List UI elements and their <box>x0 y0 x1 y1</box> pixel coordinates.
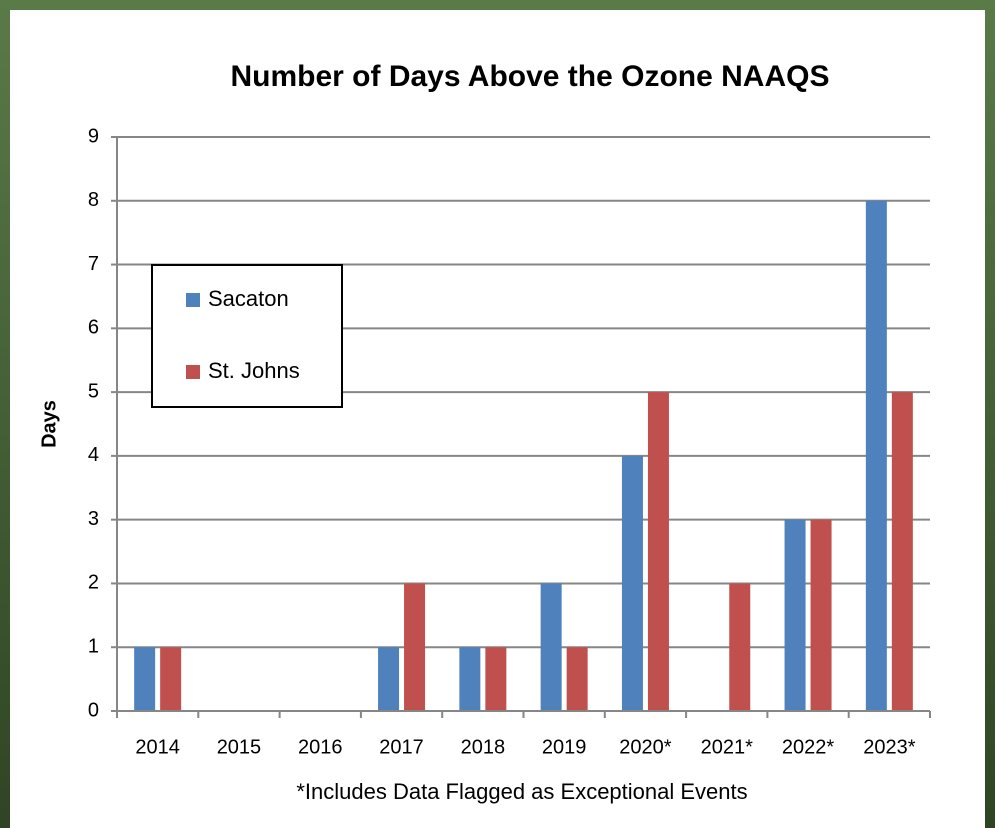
bar <box>459 647 481 711</box>
bar <box>540 583 562 711</box>
legend-label: Sacaton <box>208 286 289 311</box>
bar <box>566 647 588 711</box>
y-tick-label: 1 <box>88 636 99 658</box>
y-tick-label: 0 <box>88 699 99 721</box>
bar <box>134 647 156 711</box>
x-tick-label: 2018 <box>461 736 506 758</box>
y-tick-label: 3 <box>88 508 99 530</box>
bar <box>784 519 806 711</box>
x-tick-label: 2021* <box>701 736 753 758</box>
legend-label: St. Johns <box>208 358 300 383</box>
bar <box>404 583 426 711</box>
y-tick-label: 2 <box>88 572 99 594</box>
y-tick-label: 4 <box>88 444 99 466</box>
legend-swatch <box>186 293 200 307</box>
bar <box>378 647 400 711</box>
y-axis-label: Days <box>38 400 60 448</box>
x-tick-label: 2017 <box>379 736 424 758</box>
y-tick-label: 9 <box>88 125 99 147</box>
bar <box>647 392 669 711</box>
x-axis-label: *Includes Data Flagged as Exceptional Ev… <box>296 779 747 804</box>
bar <box>891 392 913 711</box>
chart-title: Number of Days Above the Ozone NAAQS <box>231 60 830 93</box>
bar <box>621 455 643 711</box>
x-tick-label: 2019 <box>542 736 587 758</box>
x-tick-label: 2014 <box>135 736 180 758</box>
y-tick-label: 7 <box>88 253 99 275</box>
bar <box>810 519 832 711</box>
bar <box>865 200 887 711</box>
x-tick-label: 2023* <box>863 736 915 758</box>
legend-box <box>151 264 343 408</box>
bar <box>729 583 751 711</box>
y-tick-label: 6 <box>88 317 99 339</box>
x-tick-label: 2016 <box>298 736 343 758</box>
y-tick-label: 5 <box>88 380 99 402</box>
x-tick-label: 2022* <box>782 736 834 758</box>
y-tick-label: 8 <box>88 189 99 211</box>
bar <box>160 647 182 711</box>
x-tick-label: 2015 <box>217 736 262 758</box>
bar <box>485 647 507 711</box>
x-tick-label: 2020* <box>619 736 671 758</box>
legend-swatch <box>186 365 200 379</box>
